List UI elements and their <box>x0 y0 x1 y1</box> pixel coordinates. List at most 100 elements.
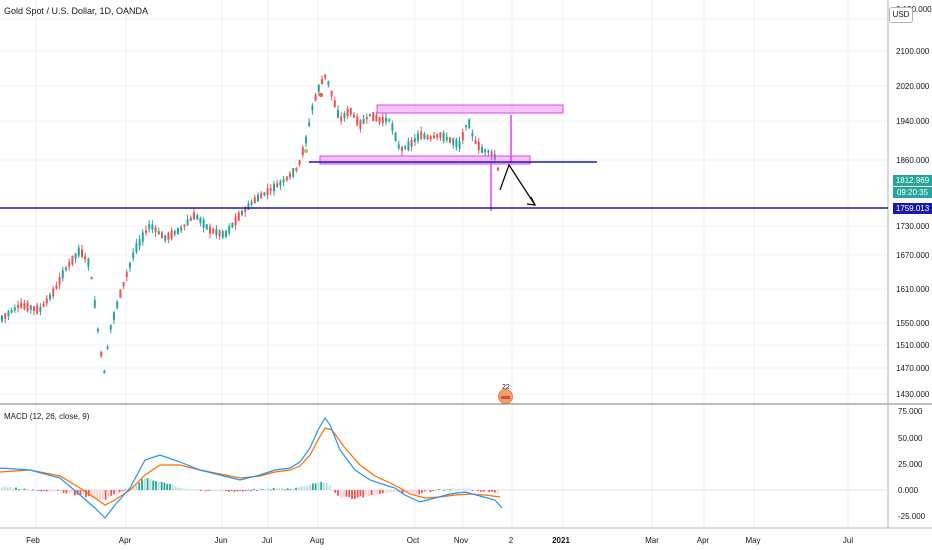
candle-body <box>225 230 227 237</box>
candle-body <box>209 226 211 234</box>
candle-body <box>116 301 119 309</box>
macd-histogram-bar <box>384 490 387 494</box>
macd-histogram-bar <box>169 483 171 490</box>
macd-histogram-bar <box>34 489 37 491</box>
candle-body <box>241 210 243 216</box>
candle-body <box>228 225 231 234</box>
macd-histogram-bar <box>174 486 177 490</box>
macd-histogram-bar <box>48 490 51 492</box>
candle-body <box>145 230 147 233</box>
candle-body <box>113 312 115 320</box>
macd-histogram-bar <box>93 490 96 498</box>
candle-body <box>423 133 426 139</box>
macd-histogram-bar <box>253 489 255 491</box>
candle-body <box>61 270 64 279</box>
macd-histogram-bar <box>387 490 390 493</box>
macd-histogram-bar <box>146 478 149 490</box>
macd-histogram-bar <box>356 490 359 498</box>
candle-body <box>135 243 138 253</box>
macd-histogram-bar <box>440 490 443 491</box>
macd-histogram-bar <box>474 490 477 491</box>
macd-histogram-bar <box>264 489 267 491</box>
symbol-title[interactable]: Gold Spot / U.S. Dollar, 1D, OANDA <box>4 6 149 16</box>
price-axis-label: 1940.000 <box>896 117 930 126</box>
macd-histogram-bar <box>43 490 45 491</box>
macd-histogram-bar <box>1 487 3 490</box>
economic-event-icon[interactable]: 22 <box>496 384 516 404</box>
candle-body <box>305 136 307 144</box>
macd-histogram-bar <box>454 489 457 491</box>
macd-histogram-bar <box>115 490 118 495</box>
macd-histogram-bar <box>493 490 496 493</box>
macd-histogram-bar <box>496 490 499 495</box>
candle-body <box>452 138 455 145</box>
candle-body <box>205 224 208 230</box>
macd-histogram-bar <box>118 490 121 493</box>
macd-histogram-bar <box>227 490 230 492</box>
price-axis-label: 1510.000 <box>896 341 930 350</box>
candle-body <box>84 256 87 260</box>
macd-histogram-bar <box>258 488 261 490</box>
macd-histogram-bar <box>339 490 342 498</box>
macd-histogram-bar <box>446 489 449 491</box>
macd-histogram-bar <box>71 490 73 494</box>
candle-body <box>327 80 330 86</box>
countdown-tag: 09:20:35 <box>893 187 932 198</box>
macd-histogram-bar <box>160 481 163 490</box>
candle-body <box>490 151 493 156</box>
macd-histogram-bar <box>429 490 432 493</box>
candle-body <box>74 253 77 259</box>
candle-body <box>122 282 125 287</box>
macd-histogram-bar <box>143 478 146 490</box>
candle-body <box>58 277 61 285</box>
macd-histogram-bar <box>107 490 110 498</box>
macd-histogram-bar <box>283 489 286 491</box>
price-axis-label: 1550.000 <box>896 319 930 328</box>
candle-body <box>308 122 311 126</box>
macd-histogram-bar <box>331 490 334 491</box>
candle-body <box>26 302 29 312</box>
macd-histogram-bar <box>359 490 362 497</box>
price-axis-label: 1860.000 <box>896 156 930 165</box>
candle-body <box>343 113 346 119</box>
macd-histogram-bar <box>15 487 17 490</box>
macd-histogram-bar <box>211 490 213 491</box>
time-axis-label: 2 <box>509 536 514 545</box>
candle-body <box>1 315 3 322</box>
macd-histogram-bar <box>482 490 485 492</box>
signal-line <box>0 427 501 506</box>
macd-histogram-bar <box>54 490 57 492</box>
macd-histogram-bar <box>289 489 292 491</box>
macd-histogram-bar <box>40 490 43 492</box>
candle-body <box>394 132 397 141</box>
macd-histogram-bar <box>345 490 348 497</box>
price-axis-label: 2100.000 <box>896 47 930 56</box>
signal-dot <box>319 93 323 97</box>
candle-body <box>141 232 144 242</box>
candle-body <box>167 232 170 240</box>
macd-histogram-bar <box>51 490 54 492</box>
candle-body <box>317 85 320 92</box>
macd-indicator-title[interactable]: MACD (12, 26, close, 9) <box>4 412 90 421</box>
currency-button[interactable]: USD <box>889 7 913 23</box>
level-price-tag: 1759.013 <box>893 203 932 214</box>
projection-path <box>499 163 536 206</box>
macd-histogram-bar <box>73 490 76 496</box>
candle-body <box>484 149 487 153</box>
flag-icon <box>498 389 513 404</box>
candle-body <box>391 123 394 131</box>
candle-body <box>493 153 496 160</box>
macd-histogram-bar <box>351 490 353 499</box>
macd-histogram-bar <box>379 490 381 494</box>
time-axis-label: 2021 <box>552 536 570 545</box>
candle-body <box>359 120 362 129</box>
current-price-tag: 1812.969 <box>893 175 932 186</box>
candle-body <box>401 147 403 151</box>
time-axis-label: Oct <box>407 536 420 545</box>
macd-histogram-bar <box>216 490 219 491</box>
time-axis-label: Jul <box>262 536 272 545</box>
macd-histogram-bar <box>295 487 297 490</box>
macd-histogram-bar <box>468 488 471 490</box>
